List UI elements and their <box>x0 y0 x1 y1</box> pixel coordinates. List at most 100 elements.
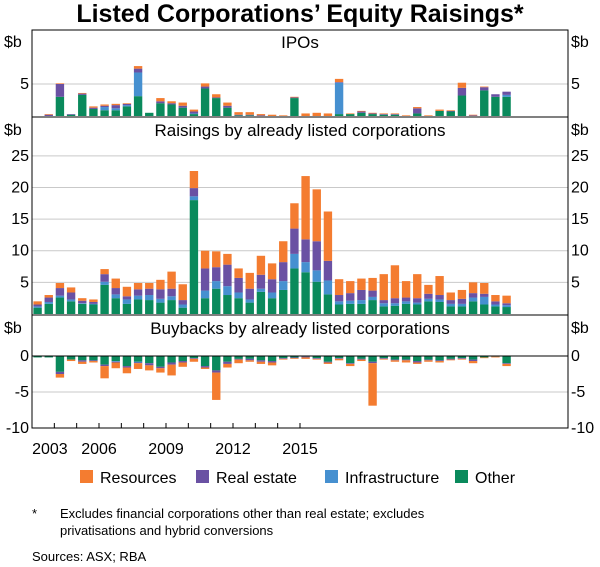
bar-raisings-resources <box>189 171 199 189</box>
bar-raisings-resources <box>78 298 87 301</box>
bar-buybacks-real-estate <box>89 360 98 362</box>
bar-ipos-other <box>379 114 388 116</box>
panel-title-buybacks: Buybacks by already listed corporations <box>150 319 450 338</box>
bar-buybacks-other <box>145 356 154 364</box>
bar-buybacks-resources <box>368 363 377 406</box>
bar-raisings-resources <box>111 278 120 289</box>
bar-buybacks-real-estate <box>413 361 422 363</box>
bar-raisings-resources <box>368 277 377 291</box>
bar-ipos-infrastructure <box>100 107 109 111</box>
bar-raisings-real-estate <box>66 292 76 300</box>
bar-buybacks-other <box>468 356 478 360</box>
bar-raisings-infrastructure <box>245 299 254 303</box>
panel-ipos: 5 5 $b $b IPOs <box>4 33 589 116</box>
legend-swatch-real-estate <box>196 470 209 483</box>
bar-raisings-resources <box>279 241 288 263</box>
bar-raisings-other <box>200 298 210 314</box>
bar-ipos-resources <box>223 102 232 106</box>
bar-raisings-real-estate <box>401 297 411 302</box>
y-tick-label-left: 10 <box>11 243 29 260</box>
bar-raisings-real-estate <box>234 277 243 293</box>
bar-ipos-real-estate <box>357 111 366 113</box>
bar-buybacks-other <box>413 356 422 362</box>
bar-buybacks-real-estate <box>156 366 165 369</box>
bar-raisings-other <box>245 302 254 314</box>
bar-buybacks-resources <box>301 357 310 359</box>
y-tick-label-right: 25 <box>571 148 589 165</box>
bar-raisings-other <box>122 303 132 314</box>
footnote-text-line1: Excludes financial corporations other th… <box>60 506 425 521</box>
bar-ipos-real-estate <box>446 110 455 112</box>
bar-buybacks-real-estate <box>301 356 310 358</box>
bar-raisings-other <box>357 303 366 314</box>
bar-buybacks-resources <box>212 372 221 400</box>
x-tick-label: 2006 <box>81 441 117 458</box>
bar-ipos-real-estate <box>212 97 221 99</box>
bar-buybacks-other <box>312 356 321 359</box>
bar-ipos-other <box>167 104 176 116</box>
bar-buybacks-real-estate <box>346 363 355 364</box>
bar-raisings-infrastructure <box>357 300 366 304</box>
bar-ipos-real-estate <box>44 114 53 116</box>
bar-ipos-resources <box>346 113 355 115</box>
bar-raisings-resources <box>89 299 98 302</box>
bar-raisings-resources <box>357 278 366 290</box>
bar-ipos-resources <box>55 83 65 84</box>
bar-ipos-other <box>133 96 143 116</box>
bar-raisings-infrastructure <box>200 290 210 299</box>
bar-raisings-infrastructure <box>78 303 87 304</box>
bar-raisings-real-estate <box>156 289 165 299</box>
bar-raisings-infrastructure <box>111 294 120 299</box>
bar-raisings-real-estate <box>424 293 433 299</box>
panel-buybacks: 0 0 -5 -5 -10 -10 $b $b Buybacks by already list… <box>4 319 594 437</box>
bar-raisings-real-estate <box>279 262 288 282</box>
bar-raisings-infrastructure <box>156 298 165 303</box>
bar-buybacks-resources <box>413 362 422 364</box>
bar-ipos-real-estate <box>78 93 87 95</box>
bar-ipos-real-estate <box>379 114 388 115</box>
bar-ipos-resources <box>390 113 400 115</box>
bar-raisings-other <box>435 301 444 314</box>
chart-panels: 5 5 $b $b IPOs 5 5 10 10 15 15 20 20 25 25 $b $b Raisings… <box>4 29 594 437</box>
bar-raisings-resources <box>346 281 355 294</box>
bar-raisings-other <box>66 301 76 314</box>
unit-label-right: $b <box>571 34 589 51</box>
unit-label-left: $b <box>4 34 22 51</box>
bar-raisings-other <box>446 306 455 314</box>
bar-raisings-other <box>413 304 422 314</box>
bar-ipos-resources <box>111 103 120 106</box>
legend-label-resources: Resources <box>100 470 176 487</box>
bar-ipos-other <box>66 114 76 116</box>
bar-ipos-other <box>245 115 254 116</box>
bar-raisings-infrastructure <box>256 288 266 292</box>
bar-raisings-other <box>189 200 199 314</box>
bar-buybacks-other <box>279 356 288 359</box>
bar-buybacks-other <box>368 356 377 362</box>
bar-raisings-infrastructure <box>267 292 277 299</box>
bar-ipos-resources <box>413 107 422 109</box>
bar-raisings-other <box>279 289 288 314</box>
bar-buybacks-real-estate <box>323 361 333 363</box>
bar-ipos-real-estate <box>390 114 400 115</box>
bar-ipos-resources <box>122 103 132 104</box>
bar-raisings-resources <box>390 265 400 299</box>
y-tick-label-left: 0 <box>20 348 29 365</box>
bar-buybacks-real-estate <box>167 362 176 365</box>
bar-raisings-resources <box>66 287 76 293</box>
bar-buybacks-other <box>457 356 467 359</box>
bar-buybacks-resources <box>457 358 467 360</box>
bar-raisings-resources <box>301 176 310 240</box>
y-tick-label-right: 5 <box>571 76 580 93</box>
legend-label-other: Other <box>475 470 516 487</box>
bar-raisings-other <box>100 284 109 314</box>
bar-raisings-real-estate <box>100 274 109 282</box>
bar-ipos-real-estate <box>122 103 132 106</box>
bar-buybacks-real-estate <box>133 362 143 364</box>
bar-buybacks-other <box>167 356 176 363</box>
bar-raisings-infrastructure <box>133 295 143 300</box>
x-tick-label: 2015 <box>282 441 318 458</box>
bar-ipos-other <box>145 112 154 116</box>
bar-raisings-infrastructure <box>368 296 377 301</box>
bar-raisings-real-estate <box>312 241 321 271</box>
bar-buybacks-other <box>122 356 132 367</box>
